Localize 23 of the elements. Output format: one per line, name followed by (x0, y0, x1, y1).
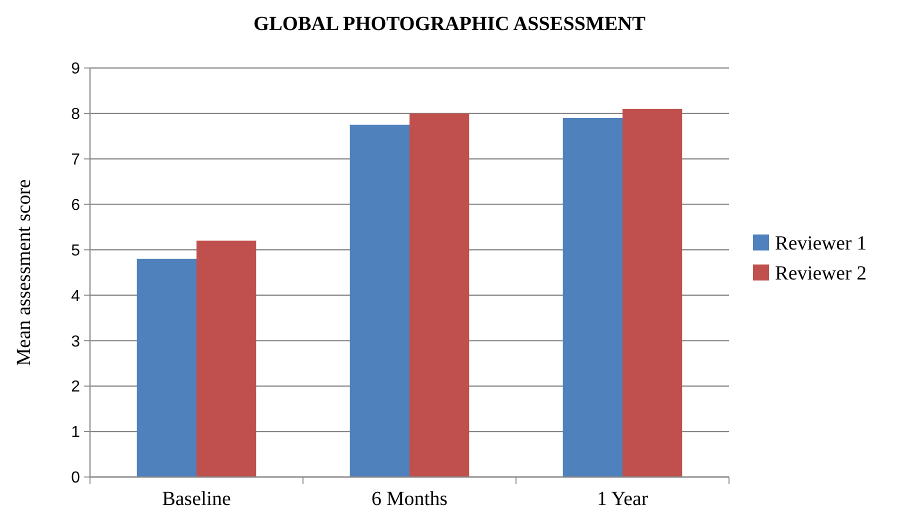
legend-label: Reviewer 2 (775, 262, 867, 284)
y-tick-label: 2 (71, 378, 80, 396)
y-tick-label: 9 (71, 60, 80, 78)
x-tick-label: 6 Months (371, 488, 448, 510)
bar (136, 258, 196, 477)
bar (622, 108, 682, 477)
y-axis-title: Mean assessment score (13, 179, 35, 366)
bar (196, 240, 256, 477)
y-tick-label: 3 (71, 333, 80, 350)
y-tick-label: 6 (71, 196, 80, 214)
y-tick-label: 7 (71, 151, 80, 168)
x-tick-label: Baseline (162, 488, 232, 510)
chart-title: GLOBAL PHOTOGRAPHIC ASSESSMENT (254, 13, 646, 35)
x-tick-label: 1 Year (596, 488, 648, 510)
y-tick-label: 0 (71, 470, 80, 487)
bar (562, 118, 622, 477)
bar (350, 124, 410, 477)
y-tick-label: 8 (71, 106, 80, 124)
y-tick-label: 5 (71, 242, 80, 260)
y-tick-label: 4 (71, 288, 80, 305)
legend-label: Reviewer 1 (775, 232, 867, 254)
y-tick-label: 1 (71, 424, 80, 442)
bar (410, 113, 470, 477)
